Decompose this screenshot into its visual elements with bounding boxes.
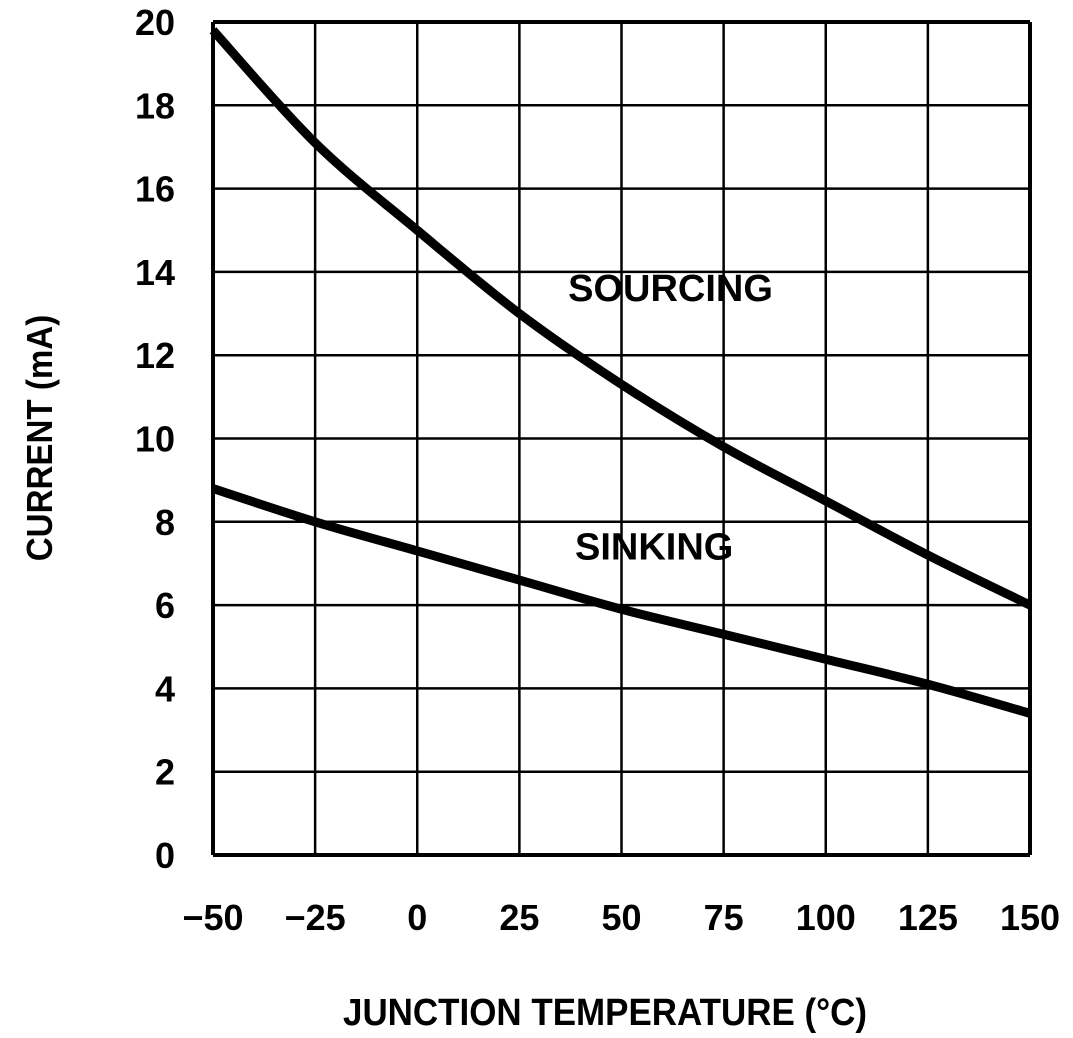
x-tick-label: 75 [704, 897, 744, 938]
series-line-sinking [211, 484, 1032, 718]
y-tick-label: 0 [155, 835, 175, 876]
y-tick-label: 20 [135, 2, 175, 43]
series-label-sinking: SINKING [575, 526, 733, 568]
x-tick-label: 0 [407, 897, 427, 938]
y-tick-label: 12 [135, 335, 175, 376]
x-axis-label: JUNCTION TEMPERATURE (°C) [343, 991, 867, 1034]
x-tick-label: 50 [601, 897, 641, 938]
x-tick-label: 125 [898, 897, 958, 938]
x-tick-label: 150 [1000, 897, 1060, 938]
x-tick-label: 25 [499, 897, 539, 938]
x-tick-label: −50 [182, 897, 243, 938]
y-tick-label: 10 [135, 419, 175, 460]
y-tick-label: 18 [135, 85, 175, 126]
y-tick-label: 6 [155, 585, 175, 626]
series-line-sourcing [209, 27, 1032, 610]
tick-labels: −50 −25 0 25 50 75 100 125 150 0 2 4 6 8 10 12 14 16 18 20 [135, 2, 1060, 938]
y-tick-label: 4 [155, 668, 175, 709]
grid [211, 20, 1032, 857]
y-tick-label: 8 [155, 502, 175, 543]
y-tick-label: 2 [155, 752, 175, 793]
x-tick-label: −25 [285, 897, 346, 938]
y-tick-label: 14 [135, 252, 175, 293]
series-lines: SOURCING SINKING [209, 27, 1032, 718]
y-tick-label: 16 [135, 169, 175, 210]
x-tick-label: 100 [796, 897, 856, 938]
series-label-sourcing: SOURCING [568, 268, 773, 310]
y-axis-label: CURRENT (mA) [21, 315, 61, 561]
